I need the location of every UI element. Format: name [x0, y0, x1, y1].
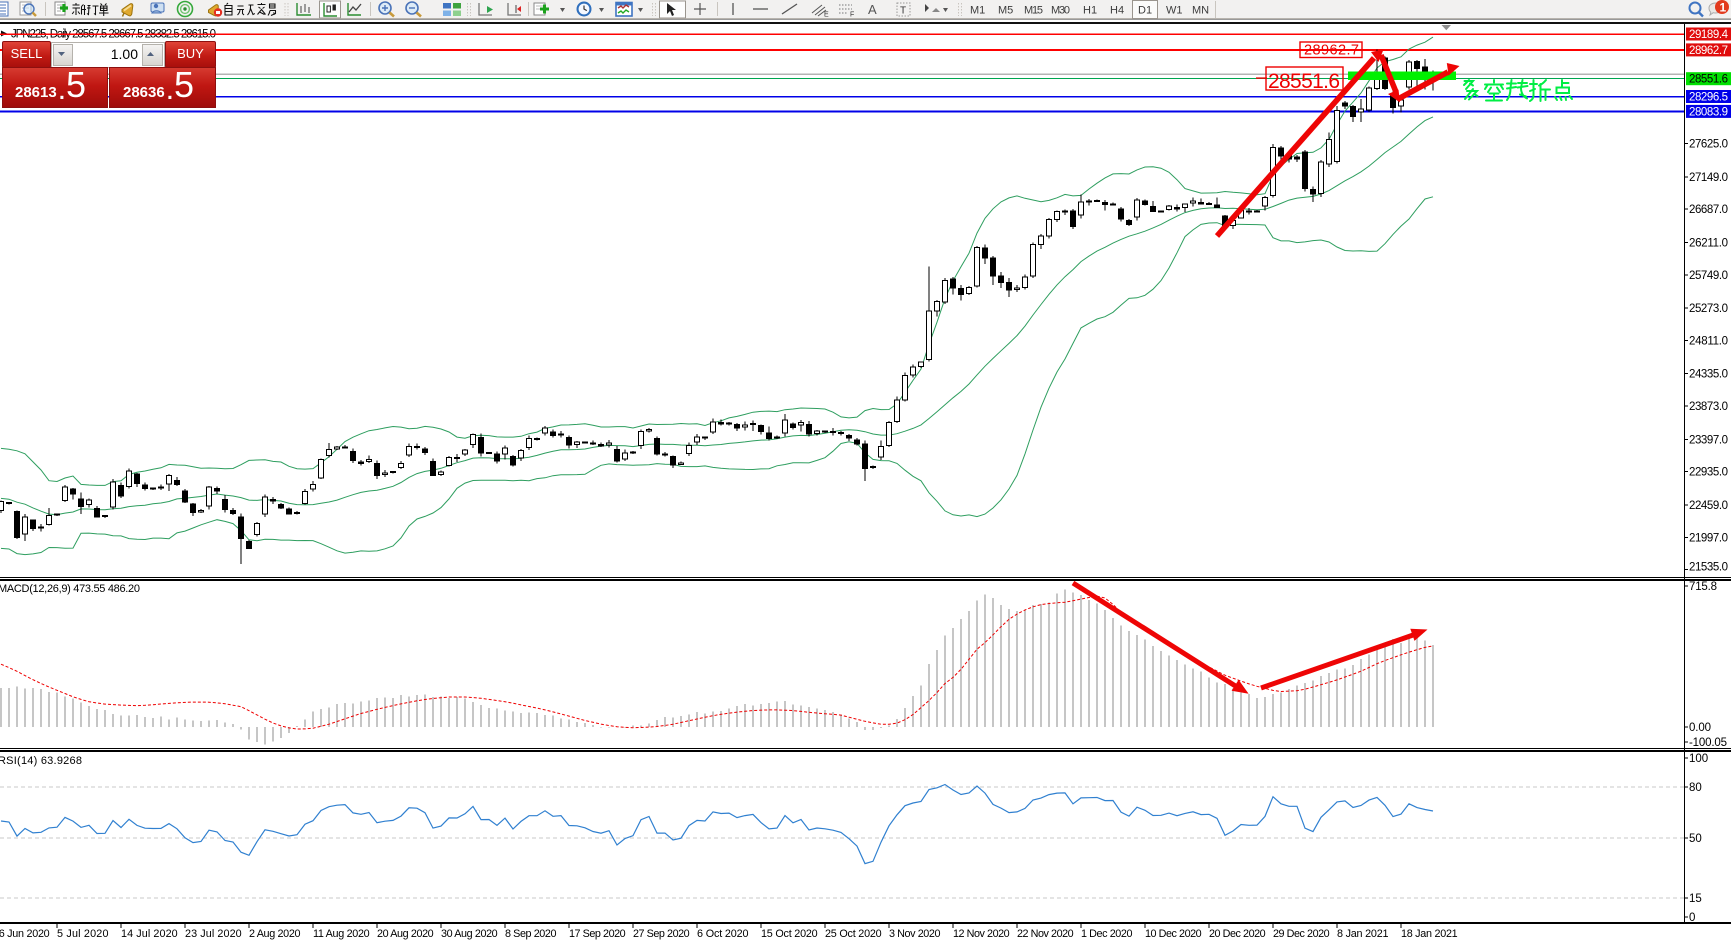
svg-text:28551.6: 28551.6: [1689, 74, 1728, 86]
svg-text:20 Dec 2020: 20 Dec 2020: [1209, 928, 1266, 940]
svg-text:28296.5: 28296.5: [1689, 92, 1728, 104]
svg-text:14 Jul 2020: 14 Jul 2020: [121, 928, 178, 940]
svg-text:0.00: 0.00: [1689, 722, 1711, 734]
svg-text:0: 0: [1689, 912, 1695, 924]
svg-text:M30: M30: [1051, 5, 1070, 17]
svg-text:80: 80: [1689, 782, 1702, 794]
svg-text:M1: M1: [970, 5, 985, 17]
svg-text:2 Aug 2020: 2 Aug 2020: [249, 928, 301, 940]
svg-text:20 Aug 2020: 20 Aug 2020: [377, 928, 434, 940]
svg-text:26 Jun 2020: 26 Jun 2020: [0, 928, 50, 940]
svg-text:17 Sep 2020: 17 Sep 2020: [569, 928, 626, 940]
svg-text:T: T: [900, 6, 906, 17]
svg-text:27 Sep 2020: 27 Sep 2020: [633, 928, 690, 940]
svg-text:E: E: [824, 12, 829, 19]
svg-text:22935.0: 22935.0: [1689, 467, 1728, 479]
svg-text:W1: W1: [1166, 5, 1183, 17]
svg-text:D1: D1: [1138, 5, 1152, 17]
svg-text:25 Oct 2020: 25 Oct 2020: [825, 928, 882, 940]
svg-text:H4: H4: [1110, 5, 1124, 17]
svg-text:22459.0: 22459.0: [1689, 500, 1728, 512]
svg-text:21535.0: 21535.0: [1689, 562, 1728, 574]
svg-text:8 Jan 2021: 8 Jan 2021: [1337, 928, 1389, 940]
svg-text:F: F: [850, 12, 854, 19]
svg-text:27625.0: 27625.0: [1689, 139, 1728, 151]
svg-text:MACD(12,26,9) 473.55 486.20: MACD(12,26,9) 473.55 486.20: [0, 583, 140, 595]
svg-text:15 Oct 2020: 15 Oct 2020: [761, 928, 818, 940]
svg-text:RSI(14) 63.9268: RSI(14) 63.9268: [0, 755, 82, 767]
svg-text:28962.7: 28962.7: [1689, 45, 1728, 57]
svg-text:50: 50: [1689, 833, 1702, 845]
svg-text:25749.0: 25749.0: [1689, 270, 1728, 282]
svg-text:28551.6: 28551.6: [1268, 70, 1340, 93]
svg-text:28962.7: 28962.7: [1304, 43, 1359, 59]
svg-text:-100.05: -100.05: [1689, 737, 1727, 749]
svg-text:MN: MN: [1192, 5, 1209, 17]
svg-text:22 Nov 2020: 22 Nov 2020: [1017, 928, 1074, 940]
svg-text:28083.9: 28083.9: [1689, 106, 1728, 118]
svg-text:23 Jul 2020: 23 Jul 2020: [185, 928, 242, 940]
svg-text:30 Aug 2020: 30 Aug 2020: [441, 928, 498, 940]
svg-text:H1: H1: [1083, 5, 1097, 17]
svg-text:8 Sep 2020: 8 Sep 2020: [505, 928, 557, 940]
svg-text:27149.0: 27149.0: [1689, 172, 1728, 184]
svg-text:24335.0: 24335.0: [1689, 369, 1728, 381]
svg-text:29189.4: 29189.4: [1689, 29, 1729, 41]
svg-text:3 Nov 2020: 3 Nov 2020: [889, 928, 941, 940]
svg-text:26687.0: 26687.0: [1689, 204, 1728, 216]
svg-text:A: A: [868, 2, 877, 17]
svg-text:24811.0: 24811.0: [1689, 335, 1728, 347]
svg-text:715.8: 715.8: [1689, 581, 1717, 593]
svg-text:5 Jul 2020: 5 Jul 2020: [57, 928, 109, 940]
svg-text:1 Dec 2020: 1 Dec 2020: [1081, 928, 1133, 940]
svg-text:6 Oct 2020: 6 Oct 2020: [697, 928, 749, 940]
svg-text:29 Dec 2020: 29 Dec 2020: [1273, 928, 1330, 940]
svg-text:10 Dec 2020: 10 Dec 2020: [1145, 928, 1202, 940]
svg-text:26211.0: 26211.0: [1689, 237, 1728, 249]
svg-text:15: 15: [1689, 893, 1702, 905]
svg-text:23873.0: 23873.0: [1689, 401, 1728, 413]
svg-text:100: 100: [1689, 753, 1708, 765]
svg-text:18 Jan 2021: 18 Jan 2021: [1401, 928, 1458, 940]
svg-text:12 Nov 2020: 12 Nov 2020: [953, 928, 1010, 940]
svg-text:1: 1: [1720, 1, 1727, 15]
svg-text:11 Aug 2020: 11 Aug 2020: [313, 928, 370, 940]
svg-text:21997.0: 21997.0: [1689, 532, 1728, 544]
svg-text:23397.0: 23397.0: [1689, 434, 1728, 446]
svg-text:M5: M5: [998, 5, 1013, 17]
svg-text:M15: M15: [1024, 5, 1043, 17]
svg-text:25273.0: 25273.0: [1689, 303, 1728, 315]
